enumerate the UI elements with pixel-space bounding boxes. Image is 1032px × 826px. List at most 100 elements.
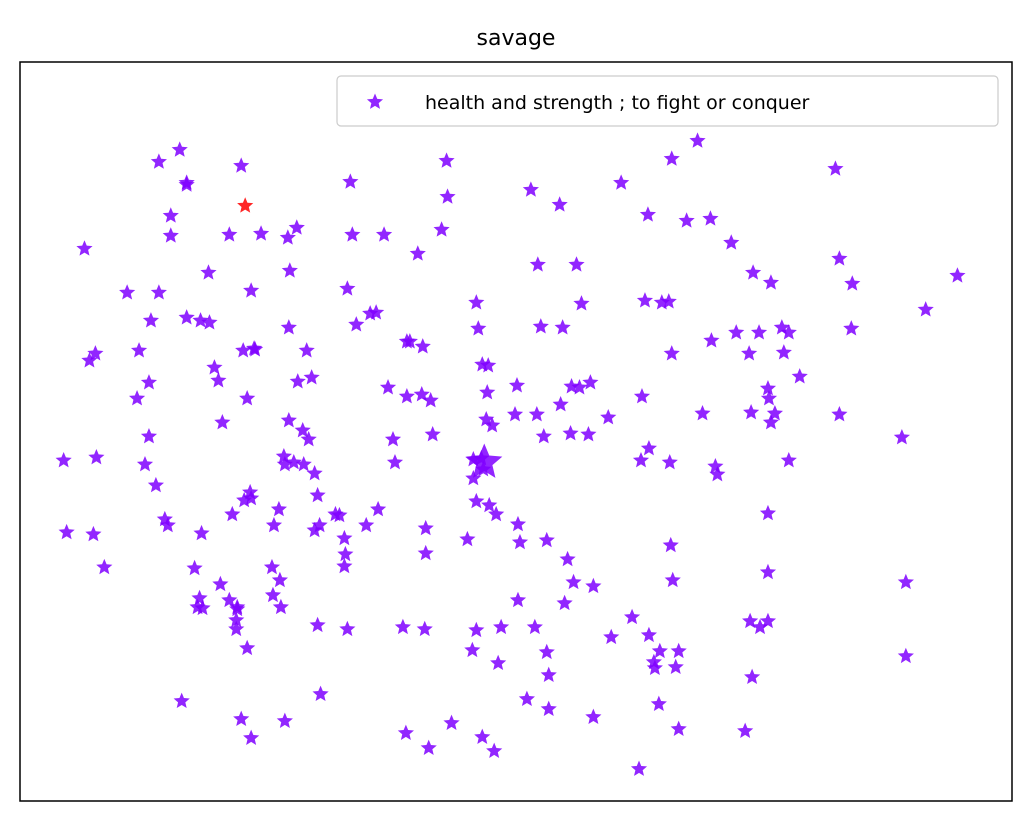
- scatter-point: [159, 516, 176, 533]
- scatter-point: [81, 352, 98, 368]
- chart-title: savage: [477, 26, 556, 51]
- scatter-point: [186, 559, 203, 576]
- scatter-point: [368, 304, 385, 320]
- scatter-point: [775, 344, 792, 360]
- scatter-point: [229, 600, 246, 617]
- scatter-point: [358, 516, 375, 533]
- scatter-point: [243, 282, 260, 298]
- scatter-point: [409, 245, 426, 261]
- scatter-point: [422, 392, 439, 408]
- scatter-point: [689, 132, 706, 148]
- scatter-point: [613, 174, 630, 190]
- scatter-point: [893, 428, 910, 445]
- scatter-point: [632, 451, 650, 468]
- scatter-point: [212, 575, 229, 592]
- scatter-point: [298, 342, 315, 358]
- scatter-point: [663, 345, 680, 361]
- scatter-point: [661, 453, 678, 470]
- scatter-point: [762, 274, 780, 290]
- scatter-point: [309, 486, 326, 503]
- scatter-point: [285, 453, 302, 470]
- scatter-point: [640, 439, 658, 456]
- scatter-point: [650, 695, 667, 712]
- scatter-point: [670, 642, 687, 659]
- scatter-point: [481, 496, 498, 513]
- scatter-point: [194, 599, 211, 616]
- scatter-point: [228, 611, 245, 628]
- scatter-point: [694, 405, 711, 421]
- scatter-point: [480, 357, 497, 373]
- scatter-point: [150, 153, 167, 169]
- scatter-point: [171, 141, 188, 157]
- scatter-point: [827, 160, 844, 176]
- scatter-point: [518, 690, 535, 707]
- scatter-point: [639, 206, 657, 222]
- scatter-point: [87, 345, 104, 361]
- scatter-point: [897, 647, 914, 664]
- scatter-point: [252, 225, 270, 241]
- scatter-point: [336, 529, 353, 546]
- scatter-point: [281, 262, 298, 278]
- legend: health and strength ; to fight or conque…: [336, 75, 999, 127]
- scatter-point: [191, 589, 208, 606]
- scatter-point: [439, 188, 456, 204]
- scatter-point: [479, 384, 496, 400]
- scatter-point: [563, 378, 580, 394]
- scatter-point: [663, 150, 680, 166]
- scatter-point: [585, 708, 602, 724]
- scatter-point: [311, 516, 328, 533]
- scatter-point: [506, 406, 524, 422]
- scatter-point: [398, 333, 415, 349]
- scatter-point: [532, 318, 549, 334]
- highlighted-point: [237, 197, 254, 213]
- scatter-point: [640, 626, 658, 643]
- scatter-point: [484, 417, 501, 433]
- scatter-point: [528, 406, 545, 422]
- scatter-point: [264, 586, 282, 603]
- scatter-point: [295, 455, 312, 472]
- scatter-point: [526, 618, 543, 635]
- scatter-point: [538, 531, 555, 548]
- scatter-point: [743, 404, 760, 420]
- scatter-point: [336, 557, 353, 574]
- scatter-point: [279, 229, 296, 245]
- scatter-point: [522, 181, 539, 197]
- scatter-point: [897, 573, 914, 590]
- scatter-point: [306, 464, 323, 481]
- scatter-point: [759, 612, 777, 629]
- scatter-point: [235, 342, 252, 358]
- scatter-point: [397, 724, 414, 740]
- scatter-point: [147, 476, 164, 493]
- scatter-point: [509, 591, 527, 608]
- scatter-point: [488, 505, 505, 522]
- scatter-point: [468, 294, 485, 310]
- scatter-point: [464, 641, 481, 658]
- scatter-point: [88, 448, 105, 465]
- scatter-point: [128, 390, 146, 406]
- scatter-point: [370, 500, 387, 517]
- scatter-point: [949, 267, 966, 283]
- scatter-point: [142, 312, 160, 328]
- scatter-point: [623, 608, 641, 625]
- scatter-point: [759, 563, 777, 580]
- scatter-point: [58, 523, 75, 540]
- scatter-point: [540, 666, 557, 683]
- scatter-point: [831, 406, 848, 422]
- scatter-point: [339, 280, 356, 296]
- scatter-point: [309, 616, 326, 633]
- scatter-point: [201, 314, 218, 330]
- scatter-point: [150, 284, 167, 300]
- scatter-point: [342, 173, 359, 189]
- scatter-point: [280, 412, 297, 428]
- scatter-point: [306, 521, 323, 538]
- scatter-point: [85, 525, 102, 542]
- scatter-point: [540, 700, 557, 716]
- scatter-point: [760, 390, 778, 406]
- scatter-point: [728, 324, 745, 340]
- scatter-point: [420, 739, 437, 755]
- scatter-point: [662, 536, 679, 553]
- scatter-point: [468, 492, 485, 509]
- scatter-point: [582, 374, 599, 390]
- scatter-point: [438, 152, 455, 168]
